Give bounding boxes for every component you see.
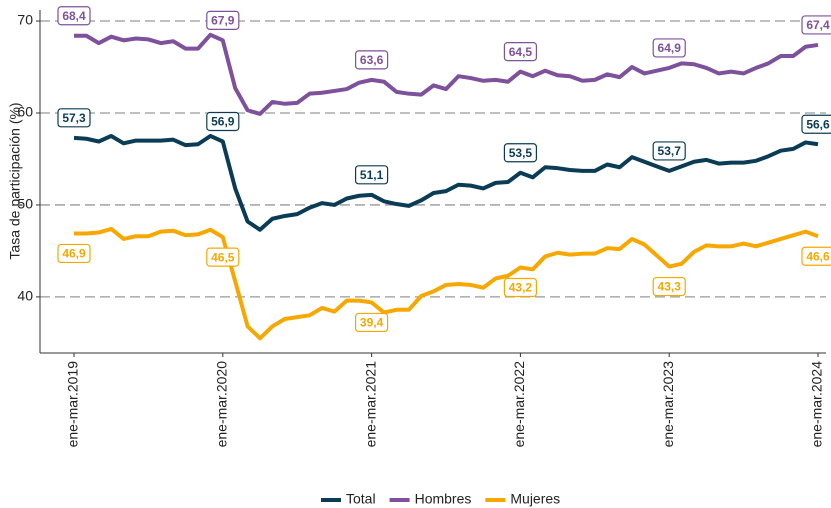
x-tick-label: ene-mar.2023 <box>660 361 676 448</box>
x-tick-label: ene-mar.2024 <box>809 361 825 448</box>
value-label-box <box>801 246 831 266</box>
value-label-box <box>801 114 831 134</box>
y-tick-label: 40 <box>17 288 33 304</box>
x-tick-label: ene-mar.2019 <box>65 361 81 448</box>
legend-label: Total <box>346 491 376 507</box>
y-axis-label: Tasa de participación (%) <box>7 102 23 259</box>
value-label-box <box>206 10 240 30</box>
value-label-box <box>355 50 389 70</box>
x-tick-label: ene-mar.2021 <box>362 361 378 448</box>
value-label-box <box>206 247 240 267</box>
value-label-box <box>57 108 91 128</box>
value-label-box <box>652 141 686 161</box>
series-line <box>74 226 819 341</box>
value-label: 67,4 <box>806 18 830 32</box>
value-label-box <box>57 243 91 264</box>
value-label: 46,6 <box>806 249 830 263</box>
value-label: 39,4 <box>360 316 384 330</box>
value-label: 57,3 <box>62 111 86 125</box>
value-label-box <box>355 312 389 333</box>
value-label: 53,7 <box>658 144 682 158</box>
value-label: 64,9 <box>658 41 682 55</box>
value-label: 63,6 <box>360 53 384 67</box>
y-tick-label: 50 <box>17 196 33 212</box>
value-label: 46,5 <box>211 250 235 264</box>
value-label-box <box>801 15 831 35</box>
value-label-box <box>206 111 240 132</box>
value-label: 43,2 <box>509 281 533 295</box>
series-line <box>74 32 819 116</box>
series-line <box>73 133 819 232</box>
value-label-box <box>503 42 537 62</box>
value-label-box <box>57 6 91 26</box>
value-label: 56,9 <box>211 115 235 129</box>
value-label-box <box>355 165 389 185</box>
value-label: 51,1 <box>360 168 384 182</box>
value-label: 68,4 <box>62 9 86 23</box>
value-label: 64,5 <box>509 45 533 59</box>
value-label-box <box>652 38 686 58</box>
value-label: 67,9 <box>211 14 235 28</box>
x-tick-label: ene-mar.2022 <box>511 361 527 448</box>
value-label: 56,6 <box>806 117 830 131</box>
value-label: 46,9 <box>62 247 86 261</box>
y-tick-label: 60 <box>17 104 33 120</box>
value-label-box <box>503 143 537 163</box>
value-label-box <box>652 276 686 297</box>
value-label: 53,5 <box>509 146 533 160</box>
y-tick-label: 70 <box>17 12 33 28</box>
value-label-box <box>503 277 537 298</box>
value-label: 43,3 <box>658 280 682 294</box>
x-tick-label: ene-mar.2020 <box>214 361 230 448</box>
legend-label: Mujeres <box>510 491 560 507</box>
legend-label: Hombres <box>415 491 472 507</box>
